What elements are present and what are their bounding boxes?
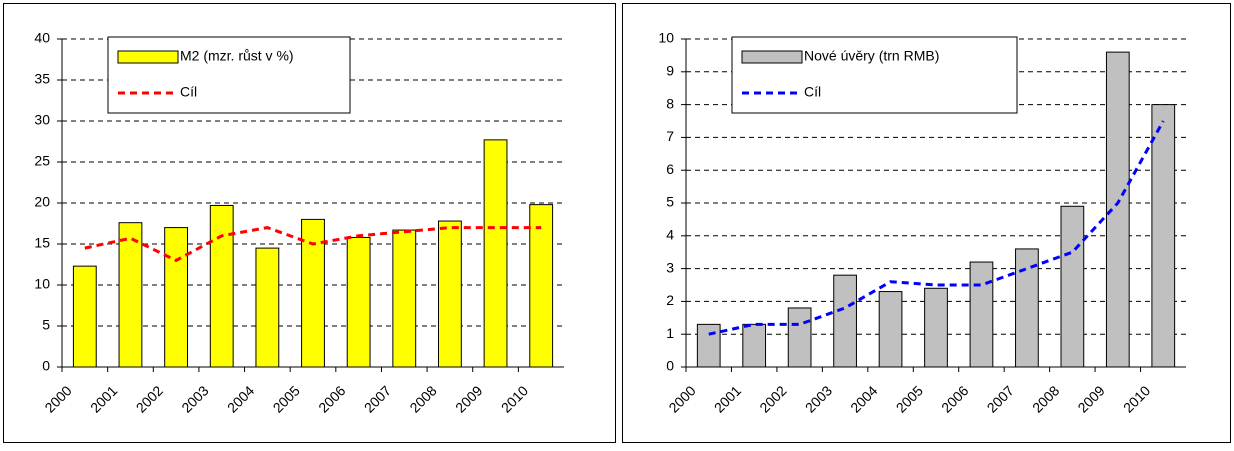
y-tick-label: 5 xyxy=(42,317,50,333)
legend-swatch xyxy=(741,50,803,64)
bar xyxy=(438,220,462,368)
bar xyxy=(483,139,508,368)
y-tick-label: 10 xyxy=(658,30,674,46)
bar xyxy=(1060,205,1085,368)
y-tick-label: 10 xyxy=(34,276,50,292)
y-tick-label: 0 xyxy=(666,358,674,374)
y-tick-label: 35 xyxy=(34,71,50,87)
y-tick-label: 9 xyxy=(666,63,674,79)
bar xyxy=(529,204,554,368)
bar xyxy=(255,247,280,368)
bar xyxy=(742,323,767,368)
y-tick-label: 1 xyxy=(666,325,674,341)
y-tick-label: 8 xyxy=(666,95,674,111)
bar xyxy=(118,222,143,368)
y-tick-label: 20 xyxy=(34,194,50,210)
y-tick-label: 0 xyxy=(42,358,50,374)
y-tick-label: 15 xyxy=(34,235,50,251)
bar xyxy=(392,229,417,368)
y-tick-label: 7 xyxy=(666,128,674,144)
bar xyxy=(1151,104,1176,368)
line xyxy=(84,226,542,263)
bar xyxy=(833,274,857,368)
legend-label: M2 (mzr. růst v %) xyxy=(180,48,294,64)
legend-label: Cíl xyxy=(180,84,197,100)
legend-label: Nové úvěry (trn RMB) xyxy=(804,48,939,64)
y-tick-label: 25 xyxy=(34,153,50,169)
bar xyxy=(696,323,721,368)
bar xyxy=(924,287,948,368)
y-tick-label: 2 xyxy=(666,292,674,308)
bar xyxy=(1105,51,1130,368)
bar xyxy=(209,204,234,368)
legend-label: Cíl xyxy=(804,84,821,100)
y-tick-label: 6 xyxy=(666,161,674,177)
bar xyxy=(164,227,189,368)
y-tick-label: 4 xyxy=(666,227,674,243)
bar xyxy=(301,218,325,368)
bar xyxy=(878,291,903,368)
bar xyxy=(969,261,994,368)
y-tick-label: 3 xyxy=(666,259,674,275)
legend-box xyxy=(107,36,351,114)
legend-box xyxy=(731,36,1018,114)
y-tick-label: 5 xyxy=(666,194,674,210)
y-tick-label: 40 xyxy=(34,30,50,46)
line xyxy=(708,120,1165,336)
bar xyxy=(787,307,812,368)
bar xyxy=(72,265,97,368)
y-tick-label: 30 xyxy=(34,112,50,128)
bar xyxy=(346,236,371,368)
bar xyxy=(1015,248,1039,368)
legend-swatch xyxy=(117,50,179,64)
